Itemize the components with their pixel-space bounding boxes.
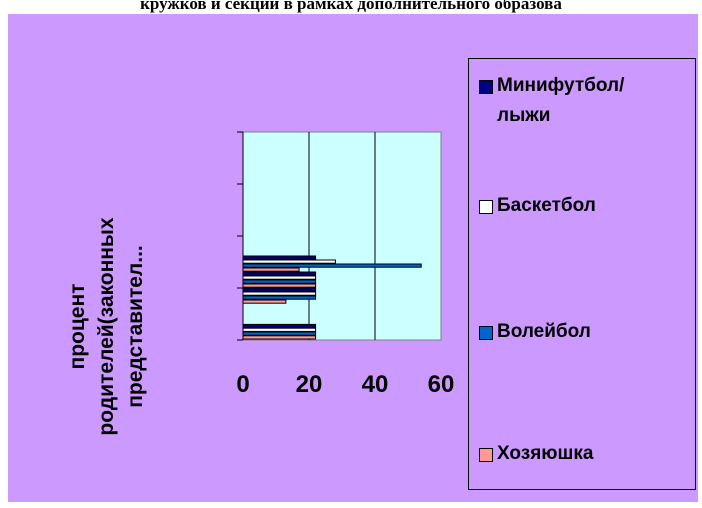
legend-swatch: [479, 80, 493, 94]
bar: [242, 283, 317, 288]
bar: [242, 291, 317, 296]
legend-item: Волейбол: [479, 317, 591, 347]
x-tick-label: 60: [428, 371, 455, 398]
x-tick-label: 0: [236, 371, 249, 398]
plot-background: [242, 131, 442, 341]
legend-swatch: [479, 200, 493, 214]
bar: [242, 267, 300, 272]
bar: [242, 331, 317, 336]
chart-area: 0 20 40 60 процент родителей(законных предс…: [8, 14, 698, 502]
legend: Минифутбол/ лыжи Баскетбол Волейбол Хозяюшк…: [468, 58, 696, 490]
plot: 0 20 40 60: [236, 131, 455, 398]
x-tick-label: 20: [296, 371, 323, 398]
bar: [242, 263, 422, 268]
legend-label: Минифутбол/ лыжи: [497, 75, 625, 126]
bar: [242, 255, 317, 260]
legend-label: Баскетбол: [497, 195, 596, 216]
legend-item: Хозяюшка: [479, 439, 593, 469]
legend-swatch: [479, 448, 493, 462]
y-axis-label: процент родителей(законных представител.…: [66, 217, 147, 436]
legend-label: Волейбол: [497, 321, 591, 342]
bar: [242, 287, 317, 292]
bar: [242, 335, 317, 340]
bar: [242, 327, 317, 332]
bar: [242, 295, 317, 300]
bar: [242, 279, 317, 284]
legend-item: Баскетбол: [479, 191, 596, 221]
bar: [242, 259, 336, 264]
legend-label: Хозяюшка: [497, 443, 594, 464]
legend-item: Минифутбол/ лыжи: [479, 71, 624, 131]
bar: [242, 275, 317, 280]
bar: [242, 271, 317, 276]
legend-swatch: [479, 326, 493, 340]
x-tick-label: 40: [362, 371, 389, 398]
bar: [242, 323, 317, 329]
page-title: кружков и секций в рамках дополнительног…: [140, 0, 562, 13]
bar: [242, 299, 287, 304]
